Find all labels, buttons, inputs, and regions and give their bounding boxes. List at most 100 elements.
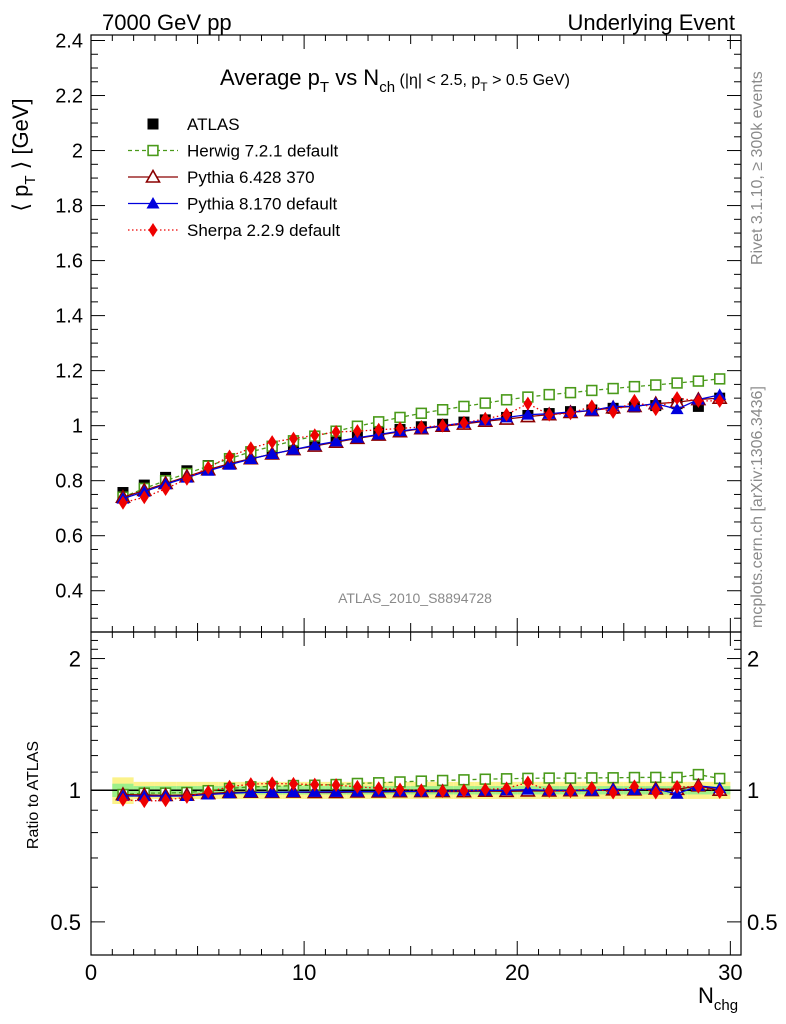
data-point-pythia-8-170-default [223,458,237,470]
x-tick-label: 20 [505,960,529,985]
y-tick-label: 1.4 [55,306,83,328]
data-point-pythia-8-170-default [329,434,343,447]
ratio-point-sherpa-2-2-9-default [203,784,213,799]
data-point-sherpa-2-2-9-default [310,428,320,443]
data-point-sherpa-2-2-9-default [331,424,341,439]
data-point-sherpa-2-2-9-default [693,393,703,408]
legend-label-herwig-7-2-1-default: Herwig 7.2.1 default [187,142,338,161]
ratio-point-sherpa-2-2-9-default [118,792,128,807]
data-point-herwig-7-2-1-default [479,397,491,409]
data-point-sherpa-2-2-9-default [438,418,448,433]
ratio-plot-frame: 0 10 20 300.5 0.51 12 2 [50,631,778,985]
ratio-point-sherpa-2-2-9-default [566,784,576,799]
ratio-point-sherpa-2-2-9-default [225,779,235,794]
ratio-point-herwig-7-2-1-default [458,774,470,786]
legend-label-sherpa-2-2-9-default: Sherpa 2.2.9 default [187,221,340,240]
data-point-herwig-7-2-1-default [713,373,726,385]
series-line-herwig-7-2-1-default [122,378,720,498]
data-point-herwig-7-2-1-default [607,382,619,395]
data-point-pythia-8-170-default [286,443,300,455]
ratio-point-sherpa-2-2-9-default [288,776,298,791]
legend-label-pythia-8-170-default: Pythia 8.170 default [187,195,338,214]
ratio-line-herwig-7-2-1-default [122,773,720,796]
x-tick-label: 30 [718,960,742,985]
legend-label-atlas: ATLAS [187,115,240,134]
data-point-sherpa-2-2-9-default [288,431,298,446]
data-point-sherpa-2-2-9-default [395,421,405,436]
ratio-point-sherpa-2-2-9-default [182,789,192,804]
ratio-tick-label: 2 [69,647,81,672]
header-left: 7000 GeV pp [102,10,232,35]
ratio-point-sherpa-2-2-9-default [587,780,597,795]
ratio-point-herwig-7-2-1-default [607,772,619,784]
ratio-point-sherpa-2-2-9-default [715,784,725,799]
x-tick-label: 0 [85,960,97,985]
y-tick-label: 2 [72,141,83,163]
ratio-point-sherpa-2-2-9-default [672,779,682,794]
data-point-sherpa-2-2-9-default [480,411,490,426]
data-point-herwig-7-2-1-default [586,384,598,397]
data-point-pythia-8-170-default [244,452,258,464]
ratio-point-sherpa-2-2-9-default [480,782,490,797]
rivet-note: Rivet 3.1.10, ≥ 300k events [749,71,766,265]
data-point-herwig-7-2-1-default [671,377,683,389]
ratio-point-sherpa-2-2-9-default [246,777,256,792]
data-point-herwig-7-2-1-default [436,404,449,416]
header-right: Underlying Event [567,10,735,35]
y-tick-label: 1.8 [55,196,83,218]
y-tick-label: 1.6 [55,251,83,273]
ratio-axes-box [90,631,742,956]
data-point-herwig-7-2-1-default [500,394,513,406]
data-point-herwig-7-2-1-default [650,379,662,391]
ratio-point-pythia-8-170-default [286,785,300,798]
data-point-sherpa-2-2-9-default [629,393,639,408]
data-point-herwig-7-2-1-default [628,380,641,393]
ratio-point-sherpa-2-2-9-default [331,778,341,793]
data-point-sherpa-2-2-9-default [544,407,554,422]
data-point-sherpa-2-2-9-default [267,435,277,450]
y-axis-label: ⟨ pT ⟩ [GeV] [8,98,39,211]
ratio-y-label: Ratio to ATLAS [25,741,42,849]
data-point-herwig-7-2-1-default [543,388,555,401]
ratio-tick-label-right: 2 [747,647,759,672]
y-tick-label: 0.6 [55,526,83,548]
ratio-tick-label-right: 1 [747,778,759,803]
ratio-point-sherpa-2-2-9-default [502,781,512,796]
data-point-sherpa-2-2-9-default [161,481,171,496]
data-point-herwig-7-2-1-default [458,400,470,413]
data-point-sherpa-2-2-9-default [203,460,213,475]
data-point-sherpa-2-2-9-default [651,402,661,417]
ratio-point-sherpa-2-2-9-default [352,779,362,794]
data-point-sherpa-2-2-9-default [182,471,192,486]
legend-marker-herwig-7-2-1-default [147,144,159,157]
data-point-sherpa-2-2-9-default [715,393,725,408]
legend-marker-pythia-8-170-default [146,197,160,209]
data-point-herwig-7-2-1-default [415,407,428,419]
y-tick-label: 2.2 [55,86,83,108]
ratio-point-sherpa-2-2-9-default [267,776,277,791]
analysis-watermark: ATLAS_2010_S8894728 [338,590,492,606]
data-point-pythia-8-170-default [670,402,684,415]
mcplots-note: mcplots.cern.ch [arXiv:1306.3436] [749,386,766,628]
series-line-sherpa-2-2-9-default [122,397,720,504]
ratio-point-sherpa-2-2-9-default [459,783,469,798]
data-point-herwig-7-2-1-default [564,386,577,399]
data-point-herwig-7-2-1-default [692,375,705,387]
ratio-point-sherpa-2-2-9-default [395,782,405,797]
data-point-sherpa-2-2-9-default [587,399,597,414]
legend-label-pythia-6-428-370: Pythia 6.428 370 [187,168,315,187]
data-point-sherpa-2-2-9-default [608,404,618,419]
ratio-point-pythia-8-170-default [244,785,258,798]
ratio-tick-label: 1 [69,778,81,803]
legend: ATLAS Herwig 7.2.1 default Pythia 6.428 37… [128,115,340,240]
data-point-sherpa-2-2-9-default [416,420,426,435]
data-point-sherpa-2-2-9-default [246,441,256,456]
data-point-sherpa-2-2-9-default [502,407,512,422]
data-point-sherpa-2-2-9-default [566,406,576,421]
y-tick-label: 1.2 [55,361,83,383]
data-point-sherpa-2-2-9-default [672,391,682,406]
ratio-point-sherpa-2-2-9-default [693,779,703,794]
y-tick-label: 0.4 [55,581,83,603]
ratio-point-herwig-7-2-1-default [650,771,662,784]
